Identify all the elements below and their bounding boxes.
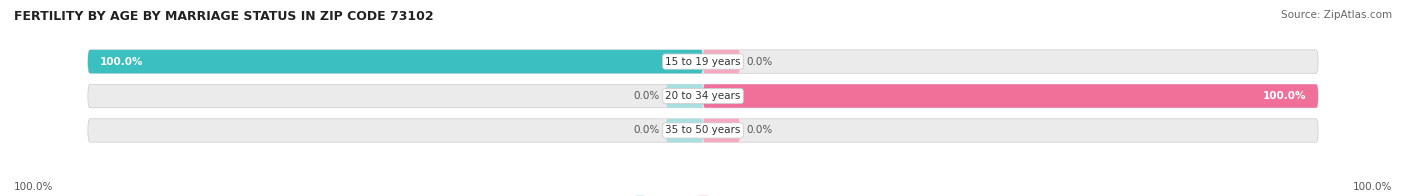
Text: FERTILITY BY AGE BY MARRIAGE STATUS IN ZIP CODE 73102: FERTILITY BY AGE BY MARRIAGE STATUS IN Z… bbox=[14, 10, 433, 23]
Text: 0.0%: 0.0% bbox=[747, 125, 772, 135]
FancyBboxPatch shape bbox=[87, 50, 703, 73]
FancyBboxPatch shape bbox=[703, 119, 740, 142]
Text: 35 to 50 years: 35 to 50 years bbox=[665, 125, 741, 135]
FancyBboxPatch shape bbox=[703, 84, 1319, 108]
FancyBboxPatch shape bbox=[87, 84, 1319, 108]
Text: 20 to 34 years: 20 to 34 years bbox=[665, 91, 741, 101]
Text: 0.0%: 0.0% bbox=[634, 125, 659, 135]
FancyBboxPatch shape bbox=[666, 119, 703, 142]
FancyBboxPatch shape bbox=[87, 50, 1319, 73]
Legend: Married, Unmarried: Married, Unmarried bbox=[630, 192, 776, 196]
Text: 15 to 19 years: 15 to 19 years bbox=[665, 57, 741, 67]
Text: 0.0%: 0.0% bbox=[747, 57, 772, 67]
Text: 100.0%: 100.0% bbox=[14, 182, 53, 192]
Text: 0.0%: 0.0% bbox=[634, 91, 659, 101]
Text: 100.0%: 100.0% bbox=[1263, 91, 1306, 101]
FancyBboxPatch shape bbox=[666, 84, 703, 108]
FancyBboxPatch shape bbox=[703, 50, 740, 73]
Text: Source: ZipAtlas.com: Source: ZipAtlas.com bbox=[1281, 10, 1392, 20]
FancyBboxPatch shape bbox=[87, 119, 1319, 142]
Text: 100.0%: 100.0% bbox=[100, 57, 143, 67]
Text: 100.0%: 100.0% bbox=[1353, 182, 1392, 192]
